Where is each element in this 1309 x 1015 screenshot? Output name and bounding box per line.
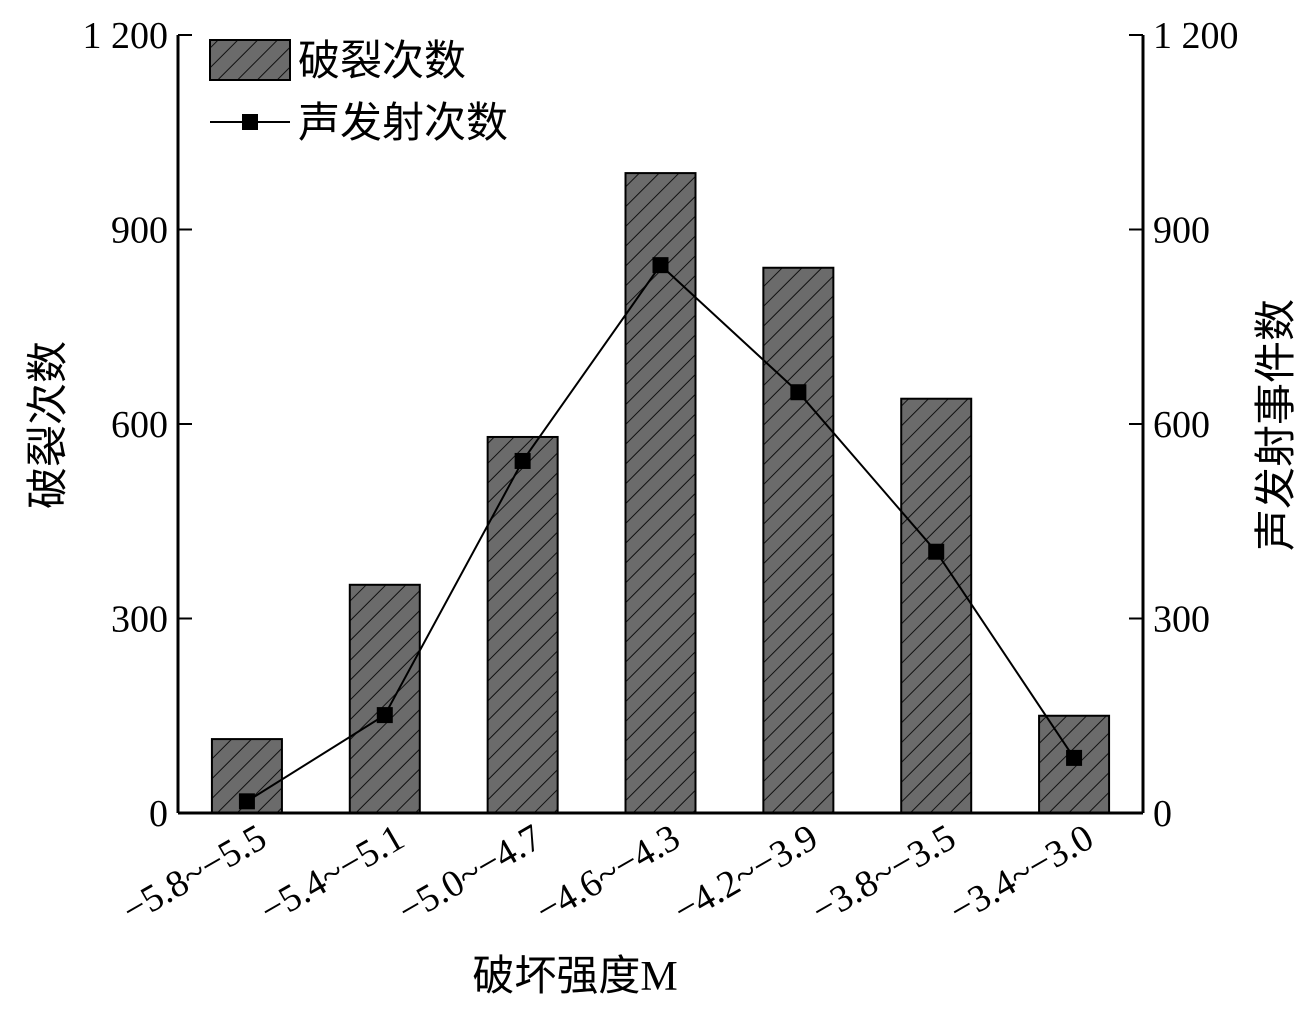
legend-label: 声发射次数	[298, 101, 508, 147]
x-axis-label: 破坏强度M	[472, 954, 677, 1000]
y-tick-label: 300	[1153, 599, 1210, 641]
legend-label: 破裂次数	[298, 39, 466, 85]
bar	[900, 397, 973, 814]
legend-swatch	[209, 39, 291, 81]
legend-swatch	[242, 114, 258, 130]
x-tick-label: −5.0~−4.7	[391, 816, 549, 932]
y2-axis-label: 声发射事件数	[1254, 299, 1300, 551]
bar	[624, 172, 697, 815]
x-tick-label: −3.4~−3.0	[942, 816, 1100, 932]
marker	[238, 793, 255, 810]
x-tick-label: −3.8~−3.5	[805, 816, 963, 932]
marker	[514, 452, 531, 469]
marker	[652, 257, 669, 274]
marker	[928, 543, 945, 560]
x-tick-label: −4.6~−4.3	[529, 816, 687, 932]
y-tick-label: 1 200	[83, 15, 169, 57]
marker	[376, 707, 393, 724]
y-tick-label: 600	[1153, 404, 1210, 446]
y-tick-label: 900	[1153, 210, 1210, 252]
x-tick-label: −4.2~−3.9	[667, 816, 825, 932]
y-tick-label: 300	[111, 599, 168, 641]
bar	[348, 583, 421, 815]
x-tick-label: −5.4~−5.1	[253, 816, 411, 932]
marker	[1066, 749, 1083, 766]
y-tick-label: 900	[111, 210, 168, 252]
y-tick-label: 0	[1153, 793, 1172, 835]
x-tick-label: −5.8~−5.5	[115, 816, 273, 932]
bar	[762, 266, 835, 815]
marker	[790, 384, 807, 401]
y-axis-label: 破裂次数	[26, 341, 72, 509]
y-tick-label: 600	[111, 404, 168, 446]
bar	[486, 435, 559, 814]
y-tick-label: 1 200	[1153, 15, 1239, 57]
y-tick-label: 0	[149, 793, 168, 835]
